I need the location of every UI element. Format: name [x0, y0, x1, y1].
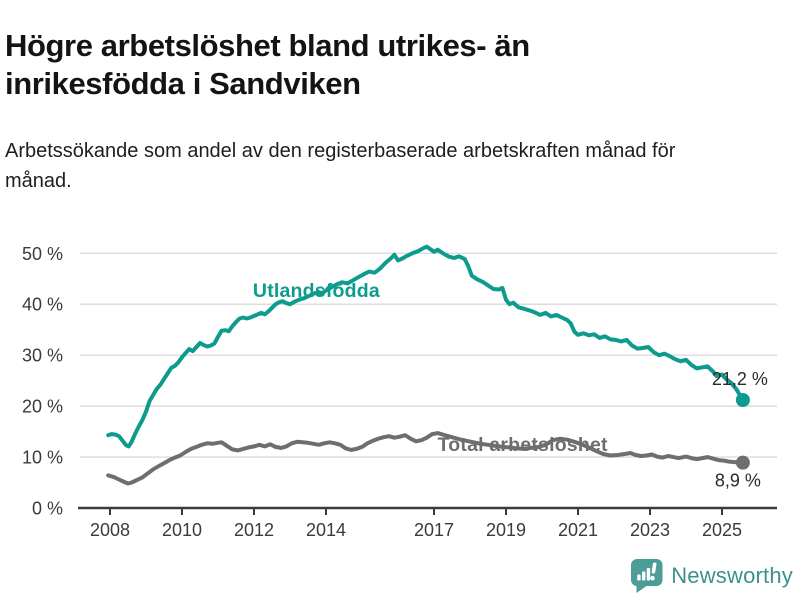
series-line-utlandsfodda — [106, 244, 745, 449]
brand-name: Newsworthy — [671, 562, 793, 588]
y-tick-label: 10 % — [22, 448, 63, 468]
x-tick-label: 2008 — [90, 520, 130, 540]
newsworthy-branding: Newsworthy — [630, 557, 793, 594]
x-tick-label: 2023 — [630, 520, 670, 540]
y-tick-label: 30 % — [22, 346, 63, 366]
series-end-value-label: 21,2 % — [712, 369, 768, 389]
x-tick-label: 2019 — [486, 520, 526, 540]
x-tick-label: 2021 — [558, 520, 598, 540]
bar-chart-speech-bubble-icon — [631, 559, 663, 593]
y-tick-label: 20 % — [22, 397, 63, 417]
series-line-total — [106, 431, 745, 486]
x-tick-label: 2014 — [306, 520, 346, 540]
series-end-value-label: 8,9 % — [715, 471, 761, 491]
chart-subtitle: Arbetssökande som andel av den registerb… — [5, 140, 676, 192]
x-tick-label: 2025 — [702, 520, 742, 540]
series-end-dot — [735, 393, 750, 408]
y-tick-label: 40 % — [22, 295, 63, 315]
x-tick-label: 2017 — [414, 520, 454, 540]
y-tick-label: 50 % — [22, 244, 63, 264]
y-tick-label: 0 % — [32, 499, 63, 519]
series-end-dot — [735, 455, 750, 470]
series-label-total: Total arbetslöshet — [438, 434, 608, 456]
x-tick-label: 2010 — [162, 520, 202, 540]
x-tick-label: 2012 — [234, 520, 274, 540]
chart-title: Högre arbetslöshet bland utrikes- än inr… — [5, 27, 530, 101]
series-label-utlandsfodda: Utlandsfödda — [253, 280, 380, 302]
